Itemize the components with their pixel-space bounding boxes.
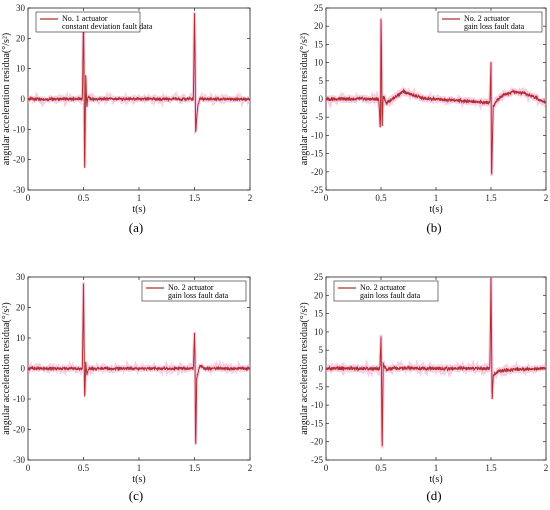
legend-label: constant deviation fault data bbox=[62, 22, 153, 31]
series-line bbox=[326, 277, 546, 447]
y-tick-label: 25 bbox=[314, 3, 324, 13]
y-tick-label: 0 bbox=[21, 94, 26, 104]
y-tick-label: -10 bbox=[13, 124, 25, 134]
legend-box bbox=[141, 280, 247, 302]
y-tick-label: -30 bbox=[13, 185, 25, 195]
x-axis-label: t(s) bbox=[429, 204, 442, 215]
y-tick-label: -5 bbox=[316, 382, 324, 392]
panel-label: (c) bbox=[129, 488, 143, 503]
legend-label: No. 2 actuator bbox=[360, 283, 406, 292]
y-tick-label: 5 bbox=[319, 345, 324, 355]
legend-box bbox=[437, 11, 543, 33]
y-tick-label: -20 bbox=[13, 155, 25, 165]
y-tick-label: 30 bbox=[16, 3, 26, 13]
y-tick-label: 20 bbox=[16, 33, 26, 43]
x-axis-label: t(s) bbox=[429, 474, 442, 485]
x-tick-label: 0.5 bbox=[78, 193, 90, 203]
x-tick-label: 0 bbox=[324, 193, 329, 203]
panel-label: (a) bbox=[129, 220, 143, 235]
panel-label: (d) bbox=[426, 488, 441, 503]
y-tick-label: 10 bbox=[314, 58, 324, 68]
x-tick-label: 1.5 bbox=[485, 193, 497, 203]
legend-box bbox=[333, 280, 439, 302]
y-tick-label: 0 bbox=[319, 94, 324, 104]
x-tick-label: 1.5 bbox=[189, 193, 201, 203]
legend-label: No. 2 actuator bbox=[464, 14, 510, 23]
series-line bbox=[326, 18, 546, 175]
y-tick-label: 20 bbox=[314, 290, 324, 300]
x-tick-label: 0.5 bbox=[375, 463, 387, 473]
y-tick-label: -25 bbox=[311, 455, 323, 465]
y-tick-label: -10 bbox=[13, 394, 25, 404]
panel-4: -25 -20 -15 -10 -5 0 5 10 15 20 25 0 0.5 1 1.5 2 t(s) ang… bbox=[299, 272, 548, 503]
y-tick-label: 0 bbox=[319, 364, 324, 374]
legend-box bbox=[35, 11, 141, 33]
x-tick-label: 1 bbox=[137, 193, 142, 203]
y-tick-label: 10 bbox=[16, 333, 26, 343]
panel-1: -30 -20 -10 0 10 20 30 0 0.5 1 1.5 2 t(s) angular acc… bbox=[1, 3, 252, 235]
y-tick-label: 20 bbox=[314, 21, 324, 31]
y-tick-label: -20 bbox=[311, 437, 323, 447]
y-tick-label: -20 bbox=[13, 425, 25, 435]
x-tick-label: 0 bbox=[26, 193, 31, 203]
y-tick-label: 10 bbox=[314, 327, 324, 337]
series-line bbox=[28, 13, 250, 169]
x-tick-label: 0 bbox=[26, 463, 31, 473]
x-tick-label: 2 bbox=[544, 193, 549, 203]
legend-label: No. 2 actuator bbox=[168, 283, 214, 292]
legend-label: gain loss fault data bbox=[360, 291, 421, 300]
y-tick-label: 5 bbox=[319, 76, 324, 86]
y-tick-label: -10 bbox=[311, 400, 323, 410]
panel-3: -30 -20 -10 0 10 20 30 0 0.5 1 1.5 2 t(s) angular acc… bbox=[1, 272, 252, 503]
x-tick-label: 1.5 bbox=[485, 463, 497, 473]
x-tick-label: 2 bbox=[248, 463, 253, 473]
y-axis-label: angular acceleration residua(°/s²) bbox=[299, 33, 310, 166]
y-tick-label: 30 bbox=[16, 272, 26, 282]
x-tick-label: 2 bbox=[248, 193, 253, 203]
y-tick-label: 20 bbox=[16, 303, 26, 313]
y-tick-label: -25 bbox=[311, 185, 323, 195]
y-tick-label: -20 bbox=[311, 167, 323, 177]
x-axis-label: t(s) bbox=[132, 204, 145, 215]
x-tick-label: 1 bbox=[434, 463, 439, 473]
x-axis-label: t(s) bbox=[132, 474, 145, 485]
y-tick-label: -10 bbox=[311, 130, 323, 140]
x-tick-label: 1 bbox=[434, 193, 439, 203]
y-tick-label: 15 bbox=[314, 309, 324, 319]
y-tick-label: -30 bbox=[13, 455, 25, 465]
y-axis-label: angular acceleration residua(°/s²) bbox=[1, 302, 12, 435]
x-tick-label: 0.5 bbox=[375, 193, 387, 203]
legend-label: gain loss fault data bbox=[168, 291, 229, 300]
x-tick-label: 0 bbox=[324, 463, 329, 473]
x-tick-label: 2 bbox=[544, 463, 549, 473]
y-tick-label: 25 bbox=[314, 272, 324, 282]
y-tick-label: -15 bbox=[311, 418, 323, 428]
legend-label: No. 1 actuator bbox=[62, 14, 108, 23]
y-axis-label: angular acceleration residua(°/s²) bbox=[299, 302, 310, 435]
x-tick-label: 0.5 bbox=[78, 463, 90, 473]
panel-2: -25 -20 -15 -10 -5 0 5 10 15 20 25 0 0.5 1 1.5 2 t(s) ang… bbox=[299, 3, 548, 235]
panel-label: (b) bbox=[426, 220, 441, 235]
series-line bbox=[28, 283, 250, 445]
y-tick-label: 0 bbox=[21, 364, 26, 374]
y-tick-label: -5 bbox=[316, 112, 324, 122]
y-tick-label: 15 bbox=[314, 39, 324, 49]
y-tick-label: 10 bbox=[16, 64, 26, 74]
legend-label: gain loss fault data bbox=[464, 22, 525, 31]
x-tick-label: 1 bbox=[137, 463, 142, 473]
y-axis-label: angular acceleration residua(°/s²) bbox=[1, 33, 12, 166]
y-tick-label: -15 bbox=[311, 149, 323, 159]
x-tick-label: 1.5 bbox=[189, 463, 201, 473]
